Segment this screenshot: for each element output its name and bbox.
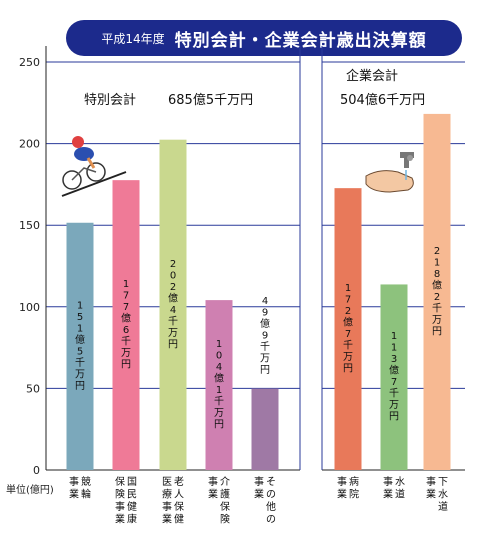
x-tick-label: 医療事業 <box>162 476 172 526</box>
chart-title: 特別会計・企業会計歳出決算額 <box>174 30 427 51</box>
bar <box>205 300 233 470</box>
bar <box>251 388 279 470</box>
x-tick-label: 国民健康 <box>127 476 137 526</box>
enterprise-group-name: 企業会計 <box>346 68 398 84</box>
x-tick-label: 競輪 <box>81 475 91 501</box>
data-label: 1 1 3 億 7 千万円 <box>389 331 399 423</box>
bar <box>334 188 362 470</box>
y-tick-label: 50 <box>26 382 40 395</box>
title-banner: 平成14年度 特別会計・企業会計歳出決算額 <box>66 20 462 56</box>
x-tick-label: 事業 <box>383 475 393 501</box>
enterprise-group-total: 504億6千万円 <box>340 92 425 108</box>
y-tick-label: 150 <box>19 219 40 232</box>
y-axis: 0 50 100 150 200 250 <box>19 56 40 477</box>
x-tick-label: 事業 <box>426 475 436 501</box>
x-tick-label: 病院 <box>349 475 359 501</box>
x-tick-label: 下水道 <box>438 477 448 513</box>
cyclist-illustration <box>61 136 127 197</box>
x-axis: 競輪事業国民健康保険事業老人保健医療事業介護保険事業その他の事業病院事業水道事業… <box>69 475 448 526</box>
x-tick-label: 事業 <box>337 475 347 501</box>
faucet-illustration <box>365 152 414 193</box>
x-tick-label: その他の <box>266 476 276 526</box>
y-tick-label: 250 <box>19 56 40 69</box>
special-group-name: 特別会計 <box>84 92 136 108</box>
bar <box>66 222 94 470</box>
data-label: 1 5 1 億 5 千万円 <box>75 300 85 392</box>
data-label: 1 7 2 億 7 千万円 <box>343 283 353 375</box>
data-label: 1 0 4 億 1 千万円 <box>214 339 224 431</box>
x-tick-label: 老人保健 <box>174 475 184 526</box>
y-tick-label: 100 <box>19 301 40 314</box>
x-tick-label: 介護保険 <box>220 476 230 526</box>
bar <box>112 180 140 470</box>
x-tick-label: 水道 <box>395 476 405 501</box>
special-group-total: 685億5千万円 <box>168 92 253 108</box>
data-label: 2 0 2 億 4 千万円 <box>168 259 178 351</box>
title-prefix: 平成14年度 <box>101 31 165 46</box>
unit-label: 単位(億円) <box>6 483 54 496</box>
y-tick-label: 0 <box>33 464 40 477</box>
data-label: 2 1 8 億 2 千万円 <box>432 246 442 337</box>
x-tick-label: 事業 <box>254 475 264 501</box>
data-label: 4 9 億 9 千万円 <box>260 296 270 376</box>
bar <box>423 113 451 471</box>
data-label: 1 7 7 億 6 千万円 <box>121 279 131 371</box>
x-tick-label: 事業 <box>69 475 79 501</box>
bar <box>159 139 187 470</box>
bar <box>380 284 408 470</box>
bars: 1 5 1 億 5 千万円 1 7 7 億 6 千万円 2 0 2 億 4 千万円 1 0 4 億 1 千万円 4 9 億 9 千万円 1… <box>66 113 451 471</box>
y-tick-label: 200 <box>19 138 40 151</box>
x-tick-label: 事業 <box>208 475 218 501</box>
x-tick-label: 保険事業 <box>115 475 125 526</box>
